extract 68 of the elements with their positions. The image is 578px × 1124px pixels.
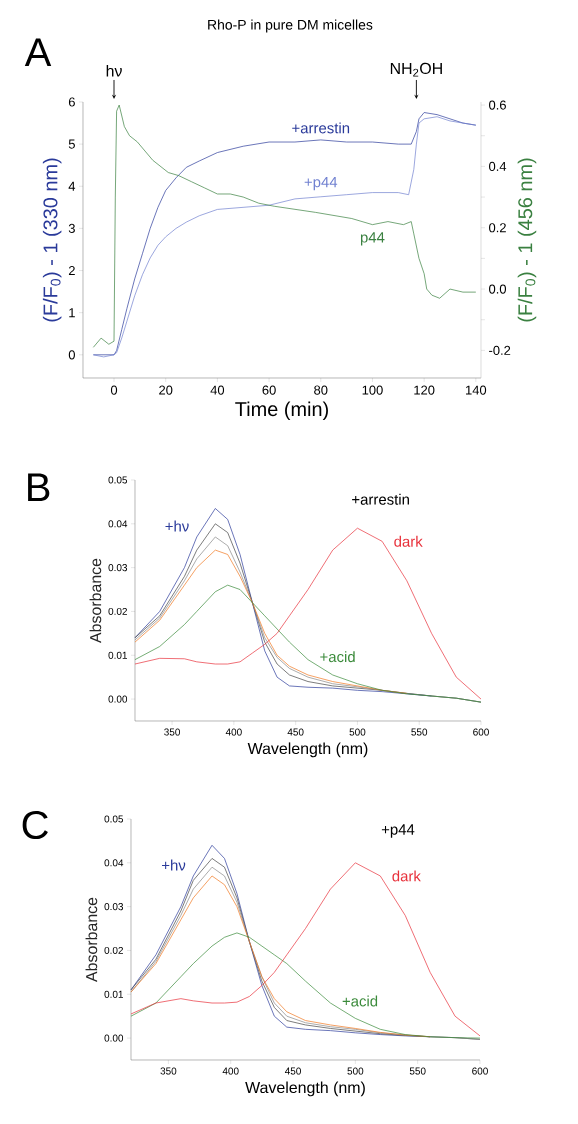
x-tick-label: 400 <box>222 1067 239 1075</box>
x-tick-label: 450 <box>287 728 304 736</box>
y-axis-title: (F/F$_{0}$) - 1 (330 nm) <box>42 158 62 322</box>
x-tick-label: 140 <box>466 385 487 395</box>
annotation: hν <box>106 64 122 77</box>
x-tick-label: 400 <box>225 728 242 736</box>
series-label: +arrestin <box>292 122 350 134</box>
x-tick-label: 500 <box>349 728 366 736</box>
y2-tick-label: 0.4 <box>489 161 507 171</box>
series-label: dark <box>394 535 423 547</box>
y2-tick-label: 0.0 <box>489 284 507 294</box>
series-label: p44 <box>360 232 385 246</box>
y2-tick-label: -0.2 <box>489 345 511 355</box>
x-tick-label: 40 <box>210 385 225 395</box>
y2-axis-title: (F/F$_{0}$) - 1 (456 nm) <box>517 158 537 322</box>
x-tick-label: 550 <box>409 1067 426 1075</box>
y-tick-label: 0.00 <box>104 1034 124 1042</box>
y-tick-label: 0.04 <box>108 520 128 528</box>
x-tick-label: 60 <box>262 385 276 395</box>
y-tick-label: 2 <box>68 266 75 276</box>
x-tick-label: 120 <box>414 385 435 395</box>
y-tick-label: 0.03 <box>108 564 128 572</box>
y2-tick-label: 0.6 <box>489 100 506 110</box>
x-axis-title: Wavelength (nm) <box>247 742 368 758</box>
annotation: NH$_{2}$OH <box>390 62 442 77</box>
text: C <box>22 810 48 840</box>
y-tick-label: 0.02 <box>108 607 127 615</box>
x-axis-title: Time (min) <box>235 401 328 421</box>
x-tick-label: 550 <box>411 728 428 736</box>
y-tick-label: 0.03 <box>104 903 124 911</box>
y-tick-label: 0.01 <box>104 990 123 998</box>
series-label: dark <box>392 870 421 882</box>
y-tick-label: 4 <box>68 181 76 191</box>
line-series <box>130 932 481 1039</box>
y-tick-label: 0.05 <box>108 476 128 484</box>
chart-title: Rho-P in pure DM micelles <box>208 19 373 33</box>
series-label: +hν <box>162 859 186 871</box>
annotation: +arrestin <box>352 493 409 505</box>
x-tick-label: 100 <box>362 385 383 395</box>
y-axis-title: Absorbance <box>89 558 102 643</box>
annotation: +p44 <box>381 824 415 838</box>
y-tick-label: 0.02 <box>104 946 123 954</box>
y-tick-label: 3 <box>68 223 75 233</box>
y2-tick-label: 0.2 <box>489 223 506 233</box>
x-tick-label: 350 <box>164 728 180 736</box>
y-tick-label: 0.05 <box>104 815 124 823</box>
y-tick-label: 0.01 <box>108 651 127 659</box>
x-tick-label: 350 <box>160 1067 177 1075</box>
series-label: +acid <box>320 651 355 663</box>
x-tick-label: 600 <box>473 728 489 736</box>
y-tick-label: 0.04 <box>104 859 124 867</box>
y-tick-label: 0 <box>68 350 75 360</box>
y-axis-title: Absorbance <box>85 897 98 982</box>
y-tick-label: 1 <box>69 308 75 318</box>
y-tick-label: 6 <box>68 97 75 107</box>
y-tick-label: 5 <box>68 139 75 149</box>
y-tick-label: 0.00 <box>108 695 128 703</box>
x-tick-label: 450 <box>284 1067 301 1075</box>
series-label: +acid <box>342 995 378 1007</box>
x-tick-label: 500 <box>347 1067 364 1075</box>
text: B <box>28 473 50 501</box>
x-tick-label: 80 <box>314 385 328 395</box>
text: A <box>24 38 52 67</box>
x-axis-title: Wavelength (nm) <box>245 1081 365 1097</box>
x-tick-label: 600 <box>472 1067 488 1075</box>
series-label: +p44 <box>304 176 338 191</box>
x-tick-label: 20 <box>159 385 173 395</box>
series-label: +hν <box>165 520 189 532</box>
